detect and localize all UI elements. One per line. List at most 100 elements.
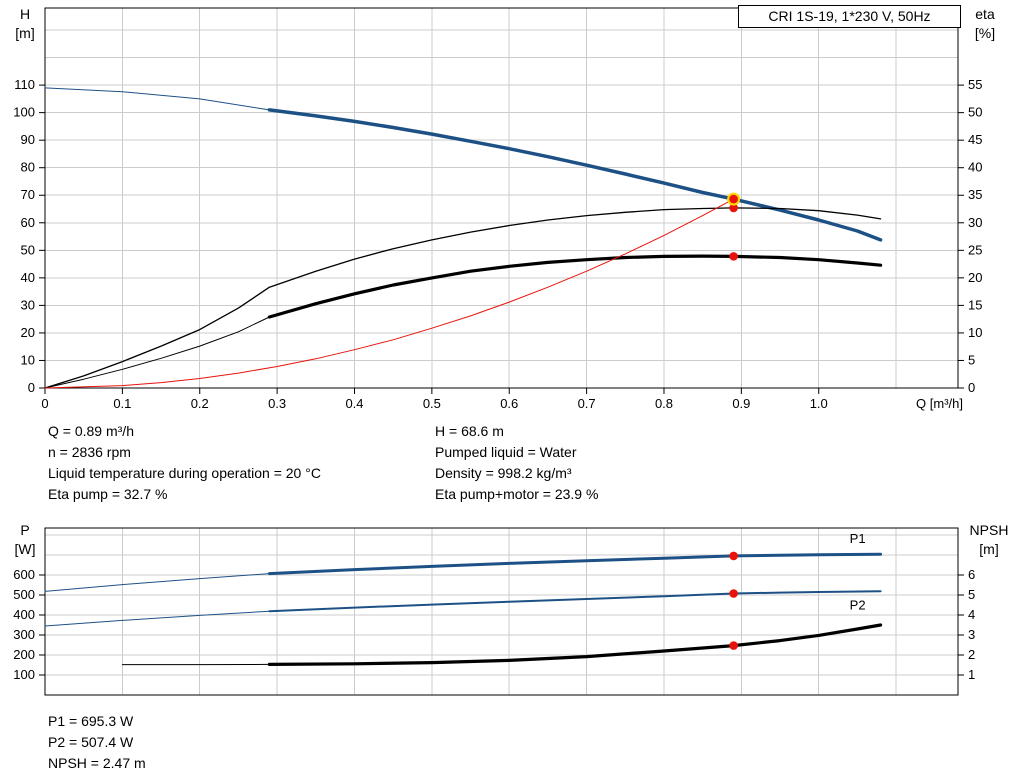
left-axis-tick-label: 40 <box>21 270 35 285</box>
left-axis-tick-label: 50 <box>21 242 35 257</box>
duty-liquid-temperature: Liquid temperature during operation = 20… <box>48 465 321 481</box>
duty-head-value: H = 68.6 m <box>435 423 504 439</box>
right-axis-tick-label: 5 <box>968 587 975 602</box>
left-axis-tick-label: 100 <box>13 105 35 120</box>
npsh-axis-symbol: NPSH <box>969 522 1009 538</box>
series-eta-pump-motor-extension <box>44 316 270 389</box>
left-axis-tick-label: 500 <box>13 587 35 602</box>
power-axis-title: P [W] <box>6 521 44 559</box>
npsh-axis-title: NPSH [m] <box>958 521 1020 559</box>
npsh-axis-unit: [m] <box>979 541 999 557</box>
chart-qh-eta: 0 10 20 30 40 50 60 70 80 90 100 110 0 5 10 15 20 25 30 35 4… <box>13 7 982 411</box>
right-axis-tick-label: 50 <box>968 105 982 120</box>
left-axis-tick-label: 600 <box>13 567 35 582</box>
head-axis-symbol: H <box>19 6 31 22</box>
series-duty-parabola <box>44 198 735 389</box>
x-axis-tick-label: 0.7 <box>578 396 596 411</box>
left-axis-tick-label: 200 <box>13 647 35 662</box>
x-axis-tick-label: 0 <box>41 396 48 411</box>
series-hq-extension <box>44 87 270 111</box>
eta-axis-title: eta [%] <box>962 5 1008 43</box>
left-axis-tick-label: 30 <box>21 297 35 312</box>
series-hq-curve <box>267 108 883 242</box>
pump-model-label: CRI 1S-19, 1*230 V, 50Hz <box>738 5 961 28</box>
duty-point-eta-pump <box>729 203 738 213</box>
right-axis-tick-label: 2 <box>968 647 975 662</box>
duty-p1-value: P1 = 695.3 W <box>48 713 134 729</box>
duty-pumped-liquid: Pumped liquid = Water <box>435 444 577 460</box>
left-axis-tick-label: 90 <box>21 132 35 147</box>
duty-eta-pump-motor: Eta pump+motor = 23.9 % <box>435 486 599 502</box>
left-axis-tick-label: 80 <box>21 160 35 175</box>
right-axis-tick-label: 10 <box>968 325 982 340</box>
series-p2-curve <box>268 590 882 613</box>
right-axis-tick-label: 0 <box>968 380 975 395</box>
left-axis-tick-label: 0 <box>28 380 35 395</box>
left-axis-tick-label: 10 <box>21 352 35 367</box>
duty-info-bottom-column: P1 = 695.3 W P2 = 507.4 W NPSH = 2.47 m <box>48 711 146 774</box>
series-p1-curve <box>267 552 883 576</box>
series-p1-extension <box>44 573 270 592</box>
right-axis-tick-label: 4 <box>968 607 975 622</box>
duty-point-head <box>729 194 738 204</box>
chart-power-npsh: 100 200 300 400 500 600 1 2 3 4 5 6 P1 P2 <box>13 527 975 696</box>
x-axis-tick-label: 0.3 <box>268 396 286 411</box>
right-axis-tick-label: 25 <box>968 242 982 257</box>
right-axis-tick-label: 35 <box>968 187 982 202</box>
duty-npsh-value: NPSH = 2.47 m <box>48 755 146 771</box>
left-axis-tick-label: 70 <box>21 187 35 202</box>
left-axis-tick-label: 100 <box>13 667 35 682</box>
right-axis-tick-label: 3 <box>968 627 975 642</box>
x-axis-tick-label: 0.8 <box>655 396 673 411</box>
right-axis-tick-label: 40 <box>968 160 982 175</box>
left-axis-tick-label: 110 <box>14 77 35 92</box>
duty-density-value: Density = 998.2 kg/m³ <box>435 465 572 481</box>
series-p2-extension <box>44 610 270 627</box>
duty-p2-value: P2 = 507.4 W <box>48 734 134 750</box>
left-axis-tick-label: 20 <box>21 325 35 340</box>
right-axis-tick-label: 5 <box>968 352 975 367</box>
plot-frame <box>44 527 959 696</box>
x-axis-tick-label: 0.6 <box>500 396 518 411</box>
p1-curve-label: P1 <box>850 531 866 546</box>
eta-axis-symbol: eta <box>975 6 995 22</box>
p2-curve-label: P2 <box>850 597 866 612</box>
power-axis-unit: [W] <box>14 541 36 557</box>
duty-point-eta-total <box>729 252 738 261</box>
duty-q-value: Q = 0.89 m³/h <box>48 423 134 439</box>
duty-info-left-column: Q = 0.89 m³/h n = 2836 rpm Liquid temper… <box>48 421 321 505</box>
duty-speed-value: n = 2836 rpm <box>48 444 131 460</box>
series-npsh-curve <box>267 623 883 667</box>
right-axis-tick-label: 1 <box>968 667 975 682</box>
x-axis-tick-label: 0.4 <box>345 396 363 411</box>
left-axis-tick-label: 300 <box>13 627 35 642</box>
x-axis-tick-label: 0.1 <box>113 396 131 411</box>
duty-point-npsh <box>729 641 738 650</box>
eta-axis-unit: [%] <box>974 25 996 41</box>
plot-frame <box>44 7 959 389</box>
right-axis-tick-label: 20 <box>968 270 982 285</box>
x-axis-label: Q [m³/h] <box>916 396 963 411</box>
series-eta-pump-motor <box>267 254 883 319</box>
series-eta-pump <box>44 207 882 389</box>
x-axis-tick-label: 0.5 <box>423 396 441 411</box>
x-axis-tick-label: 0.2 <box>191 396 209 411</box>
right-axis-tick-label: 30 <box>968 215 982 230</box>
x-axis-tick-label: 0.9 <box>732 396 750 411</box>
left-axis-tick-label: 60 <box>21 215 35 230</box>
head-axis-unit: [m] <box>15 25 35 41</box>
duty-eta-pump: Eta pump = 32.7 % <box>48 486 168 502</box>
right-axis-tick-label: 55 <box>968 77 982 92</box>
power-axis-symbol: P <box>20 522 30 538</box>
left-axis-tick-label: 400 <box>13 607 35 622</box>
duty-point-p2 <box>729 589 738 598</box>
right-axis-tick-label: 15 <box>968 297 982 312</box>
duty-info-right-column: H = 68.6 m Pumped liquid = Water Density… <box>435 421 598 505</box>
right-axis-tick-label: 6 <box>968 567 975 582</box>
right-axis-tick-label: 45 <box>968 132 982 147</box>
x-axis-tick-label: 1.0 <box>810 396 828 411</box>
head-axis-title: H [m] <box>6 5 44 43</box>
duty-point-p1 <box>729 551 738 561</box>
